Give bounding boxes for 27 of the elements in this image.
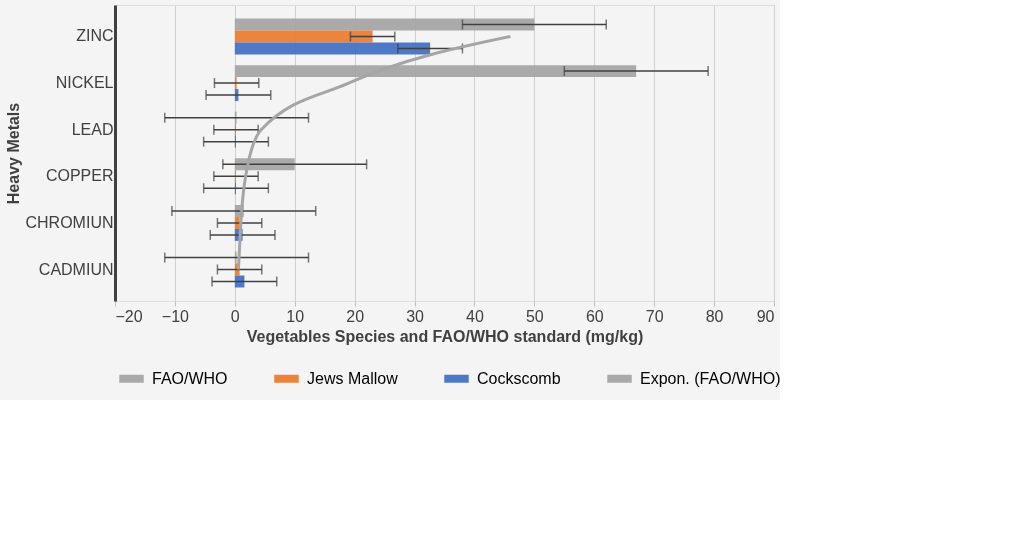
x-tick-label: −10 bbox=[161, 307, 190, 325]
bar bbox=[234, 30, 373, 43]
legend-label: Cockscomb bbox=[477, 369, 561, 387]
x-tick-label: 50 bbox=[525, 307, 544, 325]
x-axis-title: Vegetables Species and FAO/WHO standard (mg/kg) bbox=[246, 327, 644, 345]
x-tick-label: 30 bbox=[406, 307, 425, 325]
y-tick-label: NICKEL bbox=[55, 74, 114, 92]
x-tick-label: −20 bbox=[115, 307, 143, 325]
y-tick-label: CADMIUN bbox=[38, 260, 114, 278]
x-tick-label: 70 bbox=[645, 307, 664, 325]
y-tick-label: LEAD bbox=[71, 120, 114, 138]
x-tick-label: 0 bbox=[230, 307, 240, 325]
x-tick-label: 40 bbox=[466, 307, 484, 325]
legend-label: Jews Mallow bbox=[307, 369, 399, 387]
y-tick-label: COPPER bbox=[45, 167, 114, 185]
bar bbox=[234, 18, 535, 31]
y-axis-title: Heavy Metals bbox=[4, 102, 22, 205]
x-tick-label: 60 bbox=[585, 307, 604, 325]
legend-label: Expon. (FAO/WHO) bbox=[640, 369, 781, 387]
y-tick-label: CHROMIUN bbox=[25, 213, 114, 231]
x-tick-label: 20 bbox=[346, 307, 365, 325]
x-tick-label: 80 bbox=[705, 307, 724, 325]
x-tick-label: 10 bbox=[286, 307, 305, 325]
y-tick-label: ZINC bbox=[76, 27, 114, 45]
bar bbox=[234, 42, 431, 55]
x-tick-label: 90 bbox=[756, 307, 775, 325]
legend-label: FAO/WHO bbox=[152, 369, 228, 387]
